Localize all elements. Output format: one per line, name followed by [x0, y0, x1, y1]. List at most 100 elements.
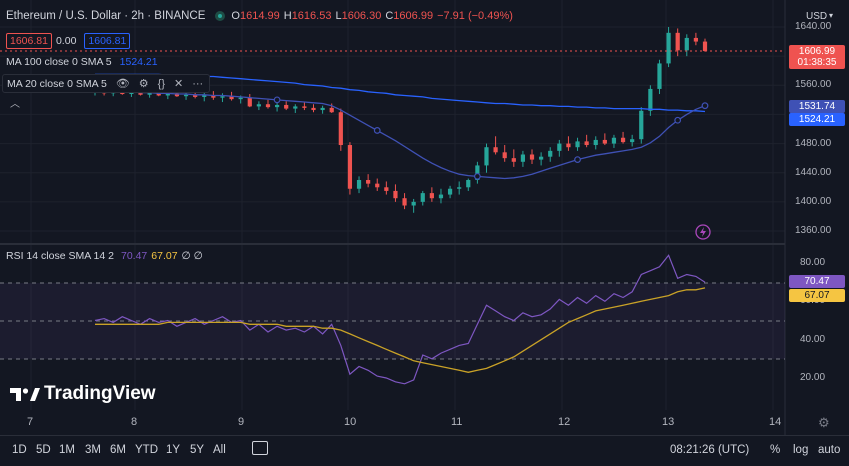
currency-label[interactable]: USD — [806, 11, 828, 22]
timeframe-5d[interactable]: 5D — [36, 444, 51, 456]
timeframe-ytd[interactable]: YTD — [135, 444, 158, 456]
currency-chevron-icon[interactable]: ▾ — [829, 11, 834, 20]
ma100-value: 1524.21 — [119, 56, 158, 68]
candle-body — [475, 165, 480, 180]
symbol-title[interactable]: Ethereum / U.S. Dollar · 2h · BINANCE — [6, 10, 206, 22]
timeframe-1y[interactable]: 1Y — [166, 444, 181, 456]
candle-body — [411, 201, 416, 206]
ma100-legend[interactable]: MA 100 close 0 SMA 5 1524.21 — [6, 56, 162, 68]
rsi-tick-label: 40.00 — [800, 333, 826, 345]
candle-body — [539, 156, 544, 160]
candle-body — [284, 104, 289, 109]
tradingview-logo: TradingView — [10, 383, 156, 405]
tv-logo-icon — [10, 388, 40, 401]
sell-button[interactable]: 1606.81 — [6, 33, 52, 49]
time-tick-label: 7 — [27, 416, 34, 428]
date-range-icon[interactable] — [252, 441, 268, 455]
collapse-legend-icon[interactable]: ︿ — [10, 99, 20, 110]
ma20-marker — [574, 156, 581, 164]
candle-body — [183, 94, 189, 97]
candle-body — [220, 96, 225, 98]
ma20-marker — [701, 102, 709, 110]
rsi-legend[interactable]: RSI 14 close SMA 14 2 70.47 67.07 ∅ ∅ — [6, 250, 207, 262]
price-tick-label: 1440.00 — [795, 166, 832, 178]
price-tick-label: 1400.00 — [795, 195, 832, 207]
candle-body — [375, 183, 380, 188]
timeframe-all[interactable]: All — [213, 444, 226, 456]
lightning-icon[interactable] — [695, 224, 711, 240]
spread-value: 0.00 — [55, 35, 77, 47]
candle-body — [557, 143, 562, 151]
candle-body — [302, 106, 307, 108]
ohlc-low: 1606.30 — [341, 10, 382, 22]
eye-icon[interactable]: 👁 — [115, 78, 130, 90]
candle-body — [502, 152, 507, 159]
candle-body — [256, 104, 261, 107]
log-toggle[interactable]: log — [793, 444, 809, 456]
braces-icon[interactable]: {} — [157, 77, 166, 90]
bar-countdown: 01:38:35 — [797, 57, 837, 68]
rsi-value-label: 70.47 — [789, 275, 845, 288]
ma20-legend[interactable]: MA 20 close 0 SMA 5 👁 ⚙ {} ✕ ··· — [2, 74, 211, 93]
candle-body — [593, 139, 598, 146]
timeframe-3m[interactable]: 3M — [85, 444, 101, 456]
time-tick-label: 11 — [451, 416, 463, 428]
bottom-toolbar — [0, 435, 849, 466]
candle-body — [520, 154, 526, 162]
ohlc-open-label: O — [231, 10, 240, 22]
candle-body — [356, 180, 362, 189]
candle-body — [329, 107, 334, 113]
market-status-dot — [215, 11, 226, 21]
time-tick-label: 8 — [131, 416, 138, 428]
candle-body — [393, 190, 398, 199]
candle-body — [138, 91, 143, 95]
settings-icon[interactable]: ⚙ — [818, 415, 830, 430]
timeframe-6m[interactable]: 6M — [110, 444, 126, 456]
candle-body — [338, 112, 343, 146]
current-price-label: 1606.99 01:38:35 — [789, 45, 845, 69]
close-icon[interactable]: ✕ — [174, 78, 184, 90]
ma20-markers — [273, 96, 709, 180]
candle-body — [511, 158, 516, 162]
time-tick-label: 13 — [662, 416, 675, 428]
rsi-value: 70.47 — [120, 250, 148, 262]
candle-body — [648, 88, 653, 111]
percent-toggle[interactable]: % — [770, 444, 781, 456]
candle-body — [457, 187, 462, 189]
current-price: 1606.99 — [798, 46, 836, 57]
candle-body — [447, 188, 453, 195]
rsi-tick-label: 20.00 — [800, 372, 826, 383]
candle-body — [657, 63, 662, 89]
gear-icon[interactable]: ⚙ — [138, 78, 149, 90]
candle-body — [193, 94, 198, 97]
more-icon[interactable]: ··· — [192, 77, 204, 90]
brand-name: TradingView — [44, 383, 156, 404]
candle-body — [611, 137, 617, 144]
ma20-line — [95, 90, 706, 180]
candle-body — [211, 95, 216, 98]
candle-body — [311, 107, 316, 111]
rsi-sma-line — [95, 287, 706, 373]
utc-clock[interactable]: 08:21:26 (UTC) — [670, 444, 750, 456]
candle-body — [274, 104, 280, 108]
candle-body — [639, 110, 644, 140]
ma20-label: MA 20 close 0 SMA 5 — [7, 77, 107, 90]
rsi-sma-value: 67.07 — [151, 250, 178, 262]
price-tick-label: 1480.00 — [795, 137, 832, 149]
ohlc-close: 1606.99 — [393, 10, 434, 22]
auto-toggle[interactable]: auto — [818, 444, 841, 456]
buy-button[interactable]: 1606.81 — [84, 33, 131, 49]
candle-body — [466, 180, 471, 188]
candle-body — [630, 139, 635, 143]
candle-body — [666, 32, 671, 64]
candles-layer — [92, 27, 708, 213]
candle-body — [347, 145, 353, 189]
ohlc-open: 1614.99 — [239, 10, 280, 22]
chart-canvas[interactable] — [0, 0, 849, 435]
timeframe-5y[interactable]: 5Y — [190, 444, 205, 456]
timeframe-1m[interactable]: 1M — [59, 444, 75, 456]
candle-body — [202, 95, 207, 97]
candle-body — [384, 187, 389, 191]
candle-body — [165, 93, 170, 96]
timeframe-1d[interactable]: 1D — [12, 444, 27, 456]
